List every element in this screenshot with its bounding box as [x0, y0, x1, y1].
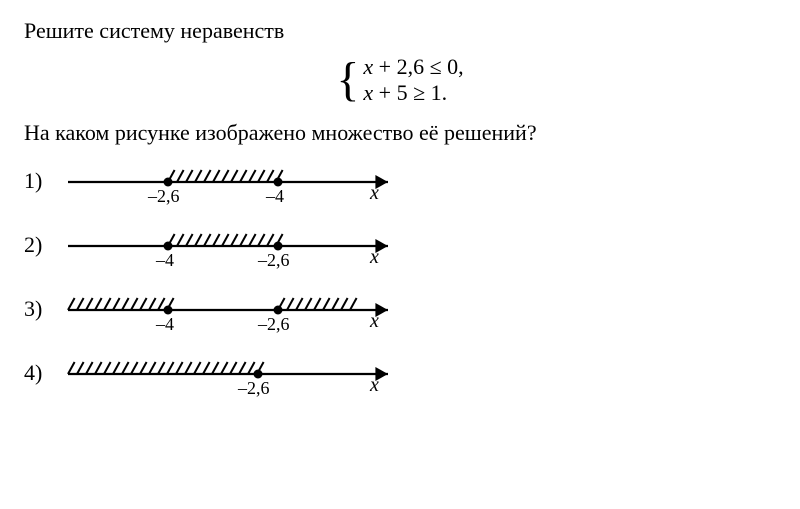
number-line-svg — [58, 284, 398, 334]
tick-label: –2,6 — [238, 378, 270, 399]
inequality-column: x + 2,6 ≤ 0, x + 5 ≥ 1. — [363, 54, 463, 106]
punct: , — [458, 54, 464, 79]
number-line: –2,6 –4 x — [58, 156, 398, 206]
number-line-svg — [58, 348, 398, 398]
options-list: 1) –2,6 –4 x 2) –4 –2,6 x 3) –4 –2,6 x 4) –2,6 x — [24, 156, 776, 398]
tick-label: –2,6 — [258, 250, 290, 271]
number-line: –4 –2,6 x — [58, 284, 398, 334]
question-text: На каком рисунке изображено множество её… — [24, 120, 776, 146]
rel: ≤ — [430, 54, 442, 79]
page-root: Решите систему неравенств { x + 2,6 ≤ 0,… — [0, 0, 800, 416]
option-label: 4) — [24, 360, 58, 386]
option-row: 2) –4 –2,6 x — [24, 220, 776, 270]
option-label: 2) — [24, 232, 58, 258]
rhs: 0 — [447, 54, 458, 79]
tick-label: –2,6 — [148, 186, 180, 207]
rel: ≥ — [413, 80, 425, 105]
option-row: 4) –2,6 x — [24, 348, 776, 398]
number-line: –2,6 x — [58, 348, 398, 398]
option-row: 1) –2,6 –4 x — [24, 156, 776, 206]
tick-label: –4 — [266, 186, 284, 207]
var: x — [363, 54, 373, 79]
tick-label: –2,6 — [258, 314, 290, 335]
tick-label: –4 — [156, 314, 174, 335]
number-line-svg — [58, 156, 398, 206]
number-line-svg — [58, 220, 398, 270]
var: x — [363, 80, 373, 105]
axis-label: x — [370, 246, 379, 269]
option-label: 3) — [24, 296, 58, 322]
system-of-inequalities: { x + 2,6 ≤ 0, x + 5 ≥ 1. — [24, 54, 776, 106]
number-line: –4 –2,6 x — [58, 220, 398, 270]
inequality-row-2: x + 5 ≥ 1. — [363, 80, 463, 106]
punct: . — [442, 80, 448, 105]
rhs: 1 — [431, 80, 442, 105]
option-row: 3) –4 –2,6 x — [24, 284, 776, 334]
left-brace-icon: { — [336, 56, 359, 104]
addend: 5 — [397, 80, 408, 105]
axis-label: x — [370, 374, 379, 397]
axis-label: x — [370, 182, 379, 205]
option-label: 1) — [24, 168, 58, 194]
prompt-text: Решите систему неравенств — [24, 18, 776, 44]
axis-label: x — [370, 310, 379, 333]
tick-label: –4 — [156, 250, 174, 271]
inequality-row-1: x + 2,6 ≤ 0, — [363, 54, 463, 80]
addend: 2,6 — [397, 54, 425, 79]
